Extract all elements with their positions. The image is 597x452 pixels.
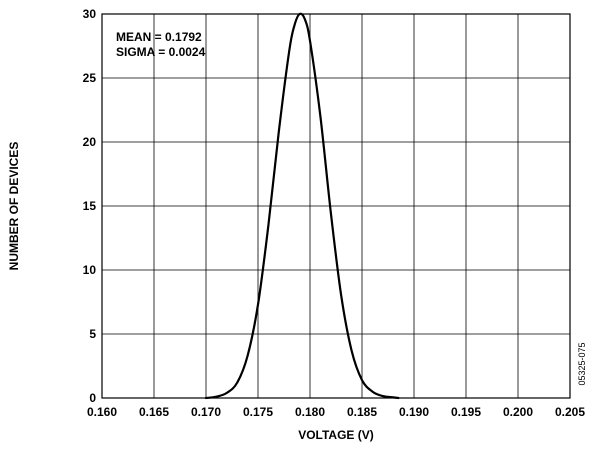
- figure-id: 05325-075: [577, 342, 587, 385]
- y-tick-label: 0: [89, 391, 96, 405]
- x-axis-label: VOLTAGE (V): [298, 428, 374, 442]
- y-axis-label: NUMBER OF DEVICES: [7, 142, 21, 271]
- tick-labels: 0.160 0.165 0.170 0.175 0.180 0.185 0.190 0.195…: [83, 7, 586, 419]
- y-tick-label: 10: [83, 263, 97, 277]
- y-tick-label: 15: [83, 199, 97, 213]
- x-tick-label: 0.170: [191, 405, 221, 419]
- grid: [102, 14, 570, 398]
- plot-frame: [101, 13, 571, 399]
- y-tick-label: 25: [83, 71, 97, 85]
- y-tick-label: 20: [83, 135, 97, 149]
- x-tick-label: 0.180: [295, 405, 325, 419]
- y-tick-label: 30: [83, 7, 97, 21]
- x-tick-label: 0.200: [503, 405, 533, 419]
- x-tick-label: 0.175: [243, 405, 273, 419]
- x-tick-label: 0.190: [399, 405, 429, 419]
- mean-annotation: MEAN = 0.1792: [116, 30, 202, 44]
- x-tick-label: 0.205: [555, 405, 585, 419]
- x-tick-label: 0.165: [139, 405, 169, 419]
- sigma-annotation: SIGMA = 0.0024: [116, 45, 206, 59]
- x-tick-label: 0.185: [347, 405, 377, 419]
- x-tick-label: 0.160: [87, 405, 117, 419]
- y-tick-label: 5: [89, 327, 96, 341]
- x-tick-label: 0.195: [451, 405, 481, 419]
